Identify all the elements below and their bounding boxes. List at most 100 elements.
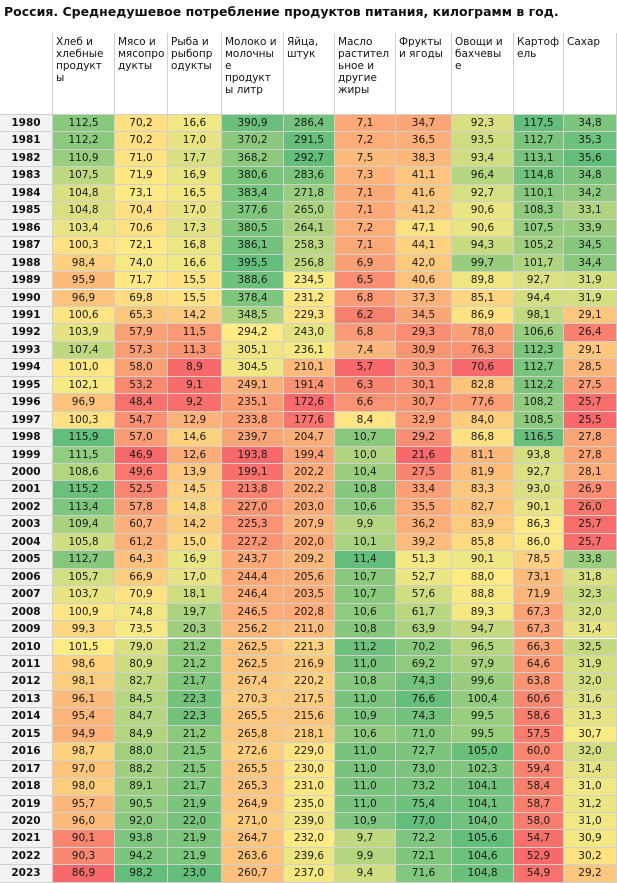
heatmap-cell[interactable]: 235,1 bbox=[222, 394, 284, 412]
heatmap-cell[interactable]: 98,4 bbox=[53, 254, 115, 273]
heatmap-cell[interactable]: 9,7 bbox=[335, 830, 396, 848]
heatmap-cell[interactable]: 292,7 bbox=[284, 149, 335, 168]
heatmap-cell[interactable]: 67,3 bbox=[514, 621, 564, 639]
heatmap-cell[interactable]: 105,8 bbox=[53, 533, 115, 552]
heatmap-cell[interactable]: 235,0 bbox=[284, 795, 335, 813]
heatmap-cell[interactable]: 227,0 bbox=[222, 498, 284, 517]
heatmap-cell[interactable]: 10,8 bbox=[335, 481, 396, 499]
heatmap-cell[interactable]: 46,9 bbox=[115, 446, 168, 464]
heatmap-cell[interactable]: 44,1 bbox=[396, 237, 452, 255]
heatmap-cell[interactable]: 7,4 bbox=[335, 341, 396, 360]
heatmap-cell[interactable]: 78,0 bbox=[452, 324, 514, 342]
heatmap-cell[interactable]: 57,9 bbox=[115, 324, 168, 342]
heatmap-cell[interactable]: 66,3 bbox=[514, 638, 564, 656]
year-label[interactable]: 1984 bbox=[0, 184, 53, 203]
heatmap-cell[interactable]: 71,7 bbox=[115, 272, 168, 290]
heatmap-cell[interactable]: 86,8 bbox=[452, 429, 514, 447]
heatmap-cell[interactable]: 267,4 bbox=[222, 673, 284, 691]
heatmap-cell[interactable]: 31,3 bbox=[564, 708, 617, 726]
year-label[interactable]: 1983 bbox=[0, 167, 53, 185]
heatmap-cell[interactable]: 16,9 bbox=[168, 167, 222, 185]
heatmap-cell[interactable]: 77,6 bbox=[452, 394, 514, 412]
heatmap-cell[interactable]: 234,5 bbox=[284, 272, 335, 290]
heatmap-cell[interactable]: 7,1 bbox=[335, 184, 396, 203]
heatmap-cell[interactable]: 14,2 bbox=[168, 306, 222, 325]
heatmap-cell[interactable]: 10,9 bbox=[335, 813, 396, 831]
heatmap-cell[interactable]: 249,1 bbox=[222, 376, 284, 395]
heatmap-cell[interactable]: 30,1 bbox=[396, 376, 452, 395]
heatmap-cell[interactable]: 104,0 bbox=[452, 813, 514, 831]
heatmap-cell[interactable]: 243,0 bbox=[284, 324, 335, 342]
heatmap-cell[interactable]: 74,8 bbox=[115, 603, 168, 622]
heatmap-cell[interactable]: 10,6 bbox=[335, 498, 396, 517]
heatmap-cell[interactable]: 89,8 bbox=[452, 272, 514, 290]
heatmap-cell[interactable]: 246,5 bbox=[222, 603, 284, 622]
heatmap-cell[interactable]: 305,1 bbox=[222, 341, 284, 360]
heatmap-cell[interactable]: 7,5 bbox=[335, 149, 396, 168]
year-label[interactable]: 2012 bbox=[0, 673, 53, 691]
heatmap-cell[interactable]: 236,1 bbox=[284, 341, 335, 360]
heatmap-cell[interactable]: 32,3 bbox=[564, 586, 617, 604]
heatmap-cell[interactable]: 239,6 bbox=[284, 847, 335, 866]
year-label[interactable]: 1994 bbox=[0, 359, 53, 377]
heatmap-cell[interactable]: 258,3 bbox=[284, 237, 335, 255]
heatmap-cell[interactable]: 11,3 bbox=[168, 341, 222, 360]
heatmap-cell[interactable]: 31,2 bbox=[564, 795, 617, 813]
heatmap-cell[interactable]: 7,2 bbox=[335, 219, 396, 238]
heatmap-cell[interactable]: 73,0 bbox=[396, 760, 452, 779]
heatmap-cell[interactable]: 83,3 bbox=[452, 481, 514, 499]
heatmap-cell[interactable]: 205,6 bbox=[284, 568, 335, 587]
heatmap-cell[interactable]: 61,2 bbox=[115, 533, 168, 552]
heatmap-cell[interactable]: 74,3 bbox=[396, 673, 452, 691]
heatmap-cell[interactable]: 64,6 bbox=[514, 655, 564, 674]
heatmap-cell[interactable]: 84,9 bbox=[115, 725, 168, 744]
heatmap-cell[interactable]: 108,6 bbox=[53, 464, 115, 482]
heatmap-cell[interactable]: 104,1 bbox=[452, 778, 514, 796]
heatmap-cell[interactable]: 110,9 bbox=[53, 149, 115, 168]
heatmap-cell[interactable]: 31,0 bbox=[564, 778, 617, 796]
heatmap-cell[interactable]: 73,5 bbox=[115, 621, 168, 639]
heatmap-cell[interactable]: 31,0 bbox=[564, 813, 617, 831]
heatmap-cell[interactable]: 99,7 bbox=[452, 254, 514, 273]
heatmap-cell[interactable]: 32,9 bbox=[396, 411, 452, 430]
heatmap-cell[interactable]: 262,5 bbox=[222, 638, 284, 656]
heatmap-cell[interactable]: 92,0 bbox=[115, 813, 168, 831]
heatmap-cell[interactable]: 112,7 bbox=[514, 132, 564, 150]
heatmap-cell[interactable]: 390,9 bbox=[222, 115, 284, 133]
heatmap-cell[interactable]: 378,4 bbox=[222, 289, 284, 307]
heatmap-cell[interactable]: 108,5 bbox=[514, 411, 564, 430]
heatmap-cell[interactable]: 20,3 bbox=[168, 621, 222, 639]
heatmap-cell[interactable]: 100,4 bbox=[452, 690, 514, 709]
heatmap-cell[interactable]: 264,1 bbox=[284, 219, 335, 238]
heatmap-cell[interactable]: 199,4 bbox=[284, 446, 335, 464]
heatmap-cell[interactable]: 57,8 bbox=[115, 498, 168, 517]
heatmap-cell[interactable]: 29,1 bbox=[564, 306, 617, 325]
heatmap-cell[interactable]: 10,4 bbox=[335, 464, 396, 482]
heatmap-cell[interactable]: 27,5 bbox=[396, 464, 452, 482]
heatmap-cell[interactable]: 23,0 bbox=[168, 865, 222, 883]
year-label[interactable]: 2018 bbox=[0, 778, 53, 796]
heatmap-cell[interactable]: 207,9 bbox=[284, 516, 335, 534]
heatmap-cell[interactable]: 17,7 bbox=[168, 149, 222, 168]
heatmap-cell[interactable]: 30,9 bbox=[564, 830, 617, 848]
heatmap-cell[interactable]: 94,2 bbox=[115, 847, 168, 866]
heatmap-cell[interactable]: 65,3 bbox=[115, 306, 168, 325]
heatmap-cell[interactable]: 100,3 bbox=[53, 411, 115, 430]
heatmap-cell[interactable]: 86,9 bbox=[53, 865, 115, 883]
heatmap-cell[interactable]: 231,2 bbox=[284, 289, 335, 307]
heatmap-cell[interactable]: 76,3 bbox=[452, 341, 514, 360]
heatmap-cell[interactable]: 79,0 bbox=[115, 638, 168, 656]
heatmap-cell[interactable]: 203,5 bbox=[284, 586, 335, 604]
heatmap-cell[interactable]: 15,0 bbox=[168, 533, 222, 552]
heatmap-cell[interactable]: 211,0 bbox=[284, 621, 335, 639]
heatmap-cell[interactable]: 10,7 bbox=[335, 586, 396, 604]
heatmap-cell[interactable]: 112,2 bbox=[53, 132, 115, 150]
heatmap-cell[interactable]: 30,9 bbox=[396, 341, 452, 360]
heatmap-cell[interactable]: 100,9 bbox=[53, 603, 115, 622]
heatmap-cell[interactable]: 31,9 bbox=[564, 289, 617, 307]
heatmap-cell[interactable]: 16,8 bbox=[168, 237, 222, 255]
heatmap-cell[interactable]: 58,0 bbox=[514, 813, 564, 831]
heatmap-cell[interactable]: 31,9 bbox=[564, 655, 617, 674]
heatmap-cell[interactable]: 36,2 bbox=[396, 516, 452, 534]
heatmap-cell[interactable]: 30,7 bbox=[396, 394, 452, 412]
